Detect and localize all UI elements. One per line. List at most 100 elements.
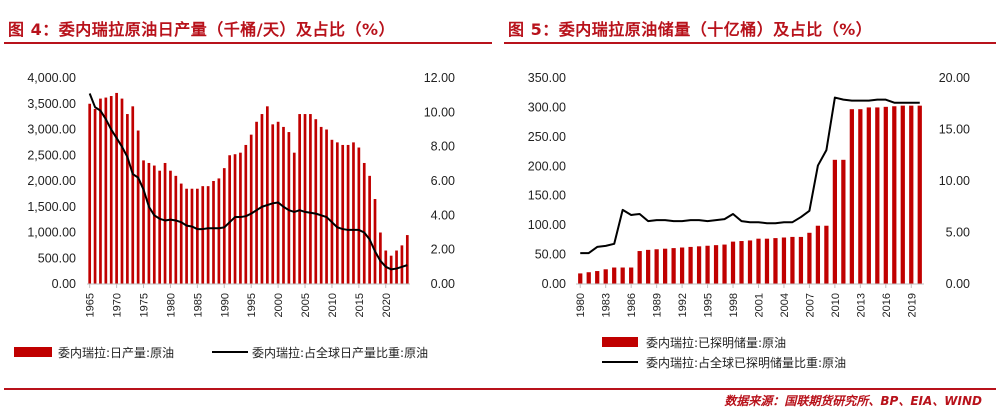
bar: [335, 142, 339, 284]
bar: [713, 245, 719, 284]
y-left-tick-label: 100.00: [528, 218, 566, 232]
bar: [368, 175, 371, 284]
bar: [892, 106, 897, 284]
y-right-tick-label: 4.00: [431, 208, 455, 222]
bar: [646, 249, 651, 284]
bar: [832, 159, 837, 284]
bar: [212, 181, 215, 284]
y-left-tick-label: 0.00: [52, 277, 76, 291]
y-right-tick-label: 10.00: [424, 105, 455, 119]
bar: [866, 107, 871, 284]
bar: [303, 114, 307, 284]
y-right-tick-label: 10.00: [939, 174, 970, 188]
bar: [99, 98, 102, 284]
legend-swatch-bar: [602, 337, 638, 347]
x-tick-label: 1970: [112, 293, 124, 317]
bar: [179, 183, 183, 284]
bar: [824, 225, 829, 284]
bottom-rule: [4, 388, 996, 390]
legend-label-bar: 委内瑞拉:日产量:原油: [58, 345, 174, 360]
y-left-tick-label: 50.00: [535, 248, 566, 262]
legend-swatch-bar: [14, 347, 52, 357]
bar: [620, 267, 625, 284]
bar: [330, 139, 334, 284]
bar: [909, 105, 914, 284]
bar: [228, 155, 232, 284]
x-tick-label: 1980: [575, 293, 587, 317]
bar: [900, 105, 905, 284]
source-note: 数据来源：国联期货研究所、BP、EIA、WIND: [724, 394, 982, 408]
x-tick-label: 1980: [165, 293, 177, 317]
right-chart-panel: 图 5：委内瑞拉原油储量（十亿桶）及占比（%） 350.00 300.00 250.…: [500, 0, 1000, 388]
bar: [346, 144, 350, 284]
x-tick-label: 2007: [804, 293, 816, 317]
bar: [217, 178, 221, 284]
y-left-tick-label: 200.00: [528, 159, 566, 173]
bar: [578, 273, 583, 284]
y-right-tick-label: 2.00: [431, 243, 455, 257]
y-left-tick-label: 500.00: [38, 251, 76, 265]
x-tick-label: 1965: [85, 293, 97, 317]
y-right-tick-label: 12.00: [424, 71, 455, 85]
line-series: [580, 96, 920, 255]
x-tick-label: 2004: [779, 293, 791, 317]
y-right-tick-label: 8.00: [431, 140, 455, 154]
bar: [292, 152, 296, 284]
bar: [798, 236, 804, 284]
bar: [612, 267, 617, 284]
x-tick-label: 2019: [906, 293, 918, 317]
bar: [395, 250, 398, 284]
bar: [341, 144, 345, 284]
y-left-tick-label: 300.00: [528, 100, 566, 114]
bar: [730, 241, 736, 284]
bar: [663, 248, 668, 284]
bar: [325, 129, 328, 284]
bar: [858, 109, 863, 284]
bar: [287, 132, 291, 284]
left-title-rule: [4, 42, 492, 44]
bar: [654, 249, 659, 284]
y-left-tick-label: 1,000.00: [27, 226, 76, 240]
bar: [357, 147, 361, 284]
y-left-tick-label: 1,500.00: [27, 200, 76, 214]
y-right-tick-label: 5.00: [946, 226, 970, 240]
bar: [126, 114, 129, 284]
bar: [147, 162, 151, 284]
bar: [781, 237, 787, 284]
bar: [629, 267, 634, 284]
bar: [260, 114, 264, 284]
left-chart-title: 图 4：委内瑞拉原油日产量（千桶/天）及占比（%）: [8, 20, 396, 39]
bar: [88, 103, 92, 284]
x-tick-label: 1995: [246, 293, 258, 317]
bar: [265, 106, 269, 284]
bar: [319, 126, 323, 284]
bar: [773, 238, 778, 284]
bar: [815, 225, 821, 284]
x-tick-label: 1995: [703, 293, 715, 317]
bar: [696, 246, 702, 284]
bar: [255, 121, 258, 285]
y-left-tick-label: 3,000.00: [27, 123, 76, 137]
bar: [400, 245, 404, 284]
legend-label-line: 委内瑞拉:占全球日产量比重:原油: [252, 345, 428, 360]
bar: [152, 165, 156, 284]
x-tick-label: 1989: [652, 293, 664, 317]
left-chart-panel: 图 4：委内瑞拉原油日产量（千桶/天）及占比（%） 4,000.00 3,500.…: [0, 0, 500, 388]
y-right-tick-label: 20.00: [939, 71, 970, 85]
bar: [169, 170, 172, 284]
bar: [282, 126, 285, 284]
bar: [807, 232, 812, 284]
right-chart-title: 图 5：委内瑞拉原油储量（十亿桶）及占比（%）: [508, 20, 873, 39]
bar: [163, 162, 167, 284]
y-left-tick-label: 150.00: [528, 189, 566, 203]
bar: [131, 106, 135, 284]
x-tick-label: 1998: [728, 293, 740, 317]
bar: [314, 119, 318, 284]
bar: [849, 109, 854, 284]
bar: [115, 92, 118, 284]
bar: [233, 154, 237, 284]
y-left-tick-label: 350.00: [528, 71, 566, 85]
x-tick-label: 2000: [273, 293, 285, 317]
bar: [190, 188, 194, 284]
bar: [747, 240, 753, 284]
